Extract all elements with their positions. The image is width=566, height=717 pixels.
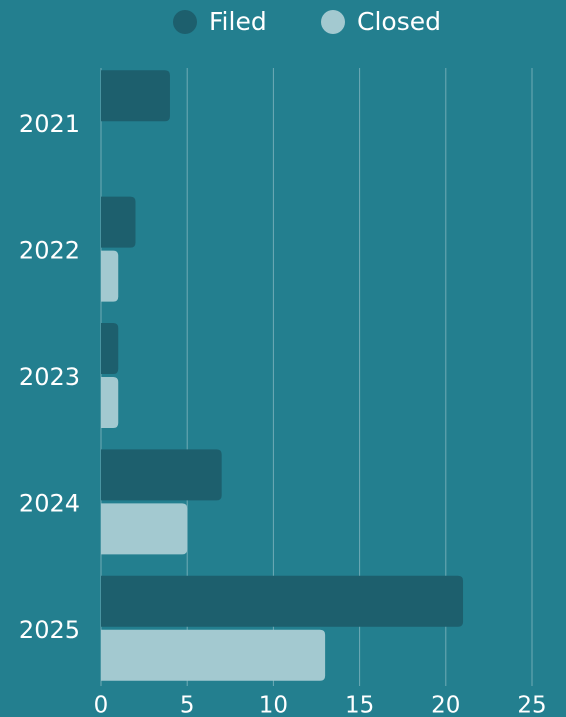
y-tick-label: 2023	[19, 363, 80, 391]
bar	[101, 629, 326, 681]
x-tick-label: 20	[431, 693, 460, 717]
y-tick-label: 2025	[19, 616, 80, 644]
y-tick-label: 2021	[19, 110, 80, 138]
x-tick-label: 10	[259, 693, 288, 717]
bar	[101, 575, 464, 627]
legend-swatch	[321, 10, 345, 34]
x-tick-label: 15	[345, 693, 374, 717]
y-tick-label: 2024	[19, 489, 80, 517]
x-tick-label: 25	[517, 693, 546, 717]
bar	[101, 449, 222, 501]
x-tick-label: 0	[94, 693, 109, 717]
legend-label: Filed	[209, 7, 267, 36]
bar	[101, 250, 119, 302]
x-tick-label: 5	[180, 693, 195, 717]
bar	[101, 377, 119, 428]
bar	[101, 70, 170, 122]
bar	[101, 503, 188, 555]
legend-label: Closed	[357, 7, 441, 36]
y-tick-label: 2022	[19, 237, 80, 265]
bar	[101, 196, 136, 248]
legend-swatch	[173, 10, 197, 34]
bar	[101, 323, 119, 374]
